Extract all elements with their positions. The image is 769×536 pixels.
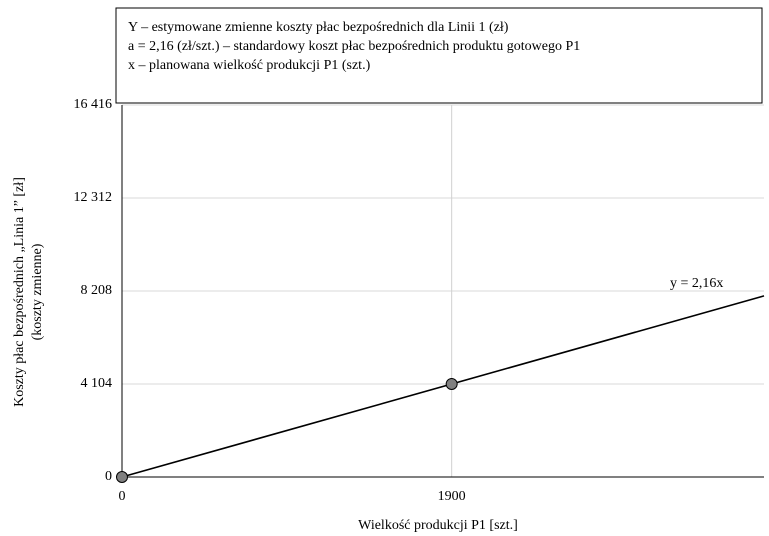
legend-text: x – planowana wielkość produkcji P1 (szt… [128, 58, 371, 73]
legend-text: Y – estymowane zmienne koszty płac bezpo… [128, 20, 509, 35]
x-tick-label: 1900 [438, 489, 466, 504]
x-tick-label: 0 [119, 489, 126, 504]
y-axis-label: (koszty zmienne) [30, 243, 45, 340]
y-tick-label: 4 104 [81, 376, 113, 391]
point [445, 378, 458, 390]
annotation: y = 2,16x [670, 276, 723, 291]
y-tick-label: 0 [105, 469, 112, 484]
legend-text: a = 2,16 (zł/szt.) – standardowy koszt p… [128, 39, 580, 54]
y-tick-label: 8 208 [81, 283, 113, 298]
legend-box [115, 7, 763, 104]
x-axis-label: Wielkość produkcji P1 [szt.] [358, 518, 518, 533]
y-axis-label: Koszty płac bezpośrednich „Linia 1” [zł] [12, 177, 27, 407]
y-tick-label: 12 312 [74, 190, 113, 205]
line [121, 295, 765, 478]
y-tick-label: 16 416 [74, 97, 113, 112]
point [116, 471, 128, 483]
